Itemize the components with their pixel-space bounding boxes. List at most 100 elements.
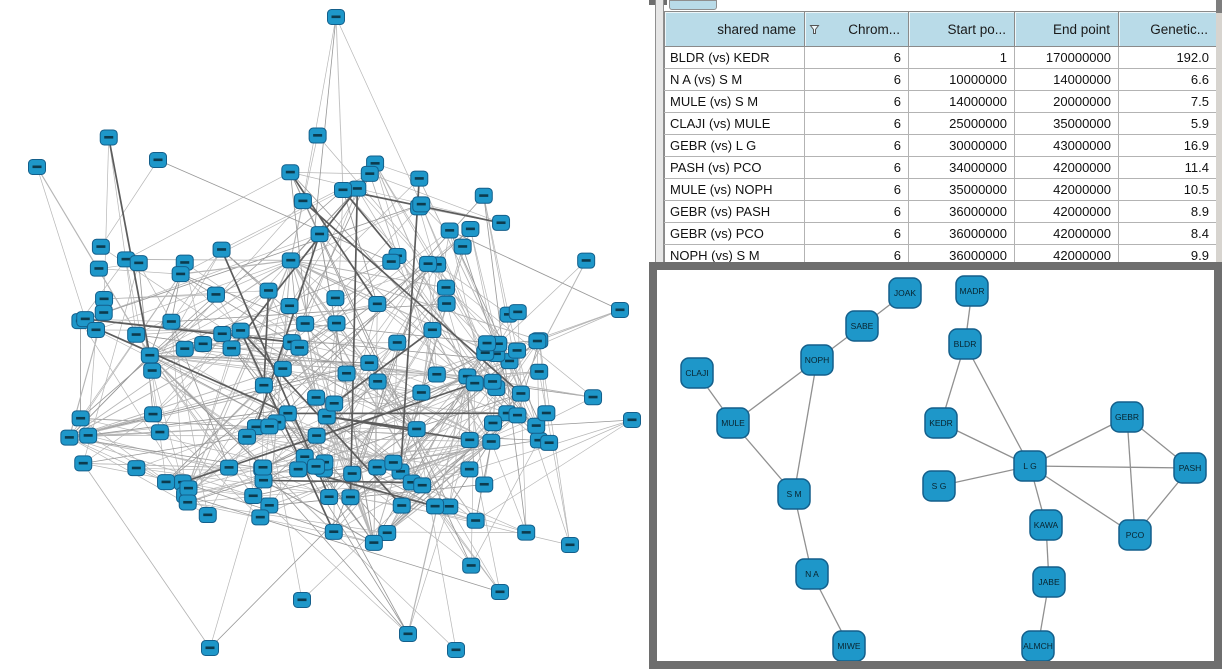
table-row[interactable]: N A (vs) S M 6 10000000 14000000 6.6 [664, 68, 1217, 91]
network-node[interactable] [60, 429, 79, 446]
network-node[interactable] [157, 474, 176, 491]
network-node[interactable] [74, 455, 93, 472]
network-node[interactable] [392, 497, 411, 514]
subnetwork-view[interactable]: JOAK MADR SABE BLDR NOPH CLAJI KEDR MULE GEBR L G… [649, 262, 1222, 669]
network-node[interactable] [337, 365, 356, 382]
network-node[interactable] [129, 255, 148, 272]
network-node-sm[interactable]: S M [777, 478, 811, 510]
network-node[interactable] [280, 297, 299, 314]
column-header-chrom[interactable]: Chrom... [804, 11, 909, 47]
table-row[interactable]: GEBR (vs) PCO 6 36000000 42000000 8.4 [664, 222, 1217, 245]
table-row[interactable]: GEBR (vs) L G 6 30000000 43000000 16.9 [664, 134, 1217, 157]
network-node[interactable] [179, 480, 198, 497]
network-node[interactable] [368, 459, 387, 476]
network-node[interactable] [517, 524, 536, 541]
network-node[interactable] [360, 354, 379, 371]
network-node[interactable] [244, 487, 263, 504]
tab-fragment[interactable] [669, 0, 717, 10]
network-node[interactable] [127, 460, 146, 477]
network-node[interactable] [577, 252, 596, 269]
network-node[interactable] [388, 334, 407, 351]
network-node[interactable] [508, 407, 527, 424]
network-node[interactable] [150, 424, 169, 441]
table-row[interactable]: PASH (vs) PCO 6 34000000 42000000 11.4 [664, 156, 1217, 179]
network-node[interactable] [324, 523, 343, 540]
network-node[interactable] [484, 415, 503, 432]
column-header-end-point[interactable]: End point [1014, 11, 1119, 47]
network-node[interactable] [220, 459, 239, 476]
network-edge[interactable] [1029, 465, 1136, 536]
network-node[interactable] [611, 302, 629, 318]
network-edge[interactable] [964, 343, 1031, 467]
network-node[interactable] [492, 214, 511, 231]
network-node-kedr[interactable]: KEDR [924, 407, 958, 439]
network-node[interactable] [222, 340, 241, 357]
network-node[interactable] [194, 335, 213, 352]
network-node[interactable] [407, 421, 426, 438]
network-node[interactable] [540, 434, 559, 451]
network-node[interactable] [364, 534, 383, 551]
network-node[interactable] [466, 512, 485, 529]
network-node[interactable] [293, 193, 312, 210]
network-node[interactable] [453, 238, 472, 255]
network-node[interactable] [410, 170, 429, 187]
overview-network-view[interactable] [0, 0, 649, 669]
network-node-kawa[interactable]: KAWA [1029, 509, 1063, 541]
network-node-claji[interactable]: CLAJI [680, 357, 714, 389]
network-node[interactable] [511, 385, 530, 402]
network-node-madr[interactable]: MADR [955, 275, 989, 307]
network-node[interactable] [178, 494, 197, 511]
network-node[interactable] [561, 537, 579, 553]
column-header-start-po[interactable]: Start po... [908, 11, 1015, 47]
network-node[interactable] [399, 626, 417, 642]
panel-divider[interactable] [655, 0, 664, 262]
network-node[interactable] [382, 253, 401, 270]
network-node[interactable] [91, 238, 110, 255]
scrollbar-cap[interactable] [1216, 0, 1222, 13]
filter-funnel-icon[interactable] [809, 24, 820, 35]
table-row[interactable]: NOPH (vs) S M 6 36000000 42000000 9.9 [664, 244, 1217, 267]
network-node[interactable] [437, 295, 456, 312]
network-node[interactable] [87, 322, 105, 338]
overview-network-canvas[interactable] [0, 0, 649, 669]
network-node[interactable] [530, 363, 549, 380]
network-node[interactable] [212, 241, 231, 258]
network-node[interactable] [254, 459, 273, 476]
network-node-sabe[interactable]: SABE [845, 310, 879, 342]
subnetwork-canvas[interactable]: JOAK MADR SABE BLDR NOPH CLAJI KEDR MULE GEBR L G… [657, 270, 1214, 661]
network-node[interactable] [175, 340, 194, 357]
network-node[interactable] [89, 260, 108, 277]
network-edge[interactable] [1029, 465, 1191, 469]
network-node[interactable] [198, 507, 217, 524]
network-node[interactable] [413, 477, 432, 494]
network-node[interactable] [341, 489, 360, 506]
network-node[interactable] [508, 304, 527, 321]
network-node-na[interactable]: N A [795, 558, 829, 590]
network-node[interactable] [462, 557, 481, 574]
network-node[interactable] [308, 127, 327, 144]
network-node[interactable] [326, 290, 345, 307]
network-node[interactable] [231, 322, 250, 339]
network-node[interactable] [238, 428, 257, 445]
table-row[interactable]: MULE (vs) NOPH 6 35000000 42000000 10.5 [664, 178, 1217, 201]
network-node[interactable] [317, 408, 336, 425]
network-node[interactable] [273, 360, 292, 377]
network-node[interactable] [537, 405, 556, 422]
network-node[interactable] [206, 286, 225, 303]
network-node[interactable] [325, 395, 344, 412]
network-node[interactable] [368, 296, 387, 313]
network-edge[interactable] [793, 359, 818, 495]
network-node[interactable] [213, 325, 232, 342]
network-node[interactable] [437, 279, 456, 296]
network-node[interactable] [378, 524, 397, 541]
network-node[interactable] [343, 465, 362, 482]
table-row[interactable]: MULE (vs) S M 6 14000000 20000000 7.5 [664, 90, 1217, 113]
network-node-noph[interactable]: NOPH [800, 344, 834, 376]
network-node[interactable] [327, 315, 346, 332]
network-node-jabe[interactable]: JABE [1032, 566, 1066, 598]
network-node[interactable] [140, 347, 159, 364]
network-node[interactable] [95, 291, 114, 308]
network-node[interactable] [201, 640, 219, 656]
network-node-bldr[interactable]: BLDR [948, 328, 982, 360]
network-node[interactable] [478, 335, 497, 352]
